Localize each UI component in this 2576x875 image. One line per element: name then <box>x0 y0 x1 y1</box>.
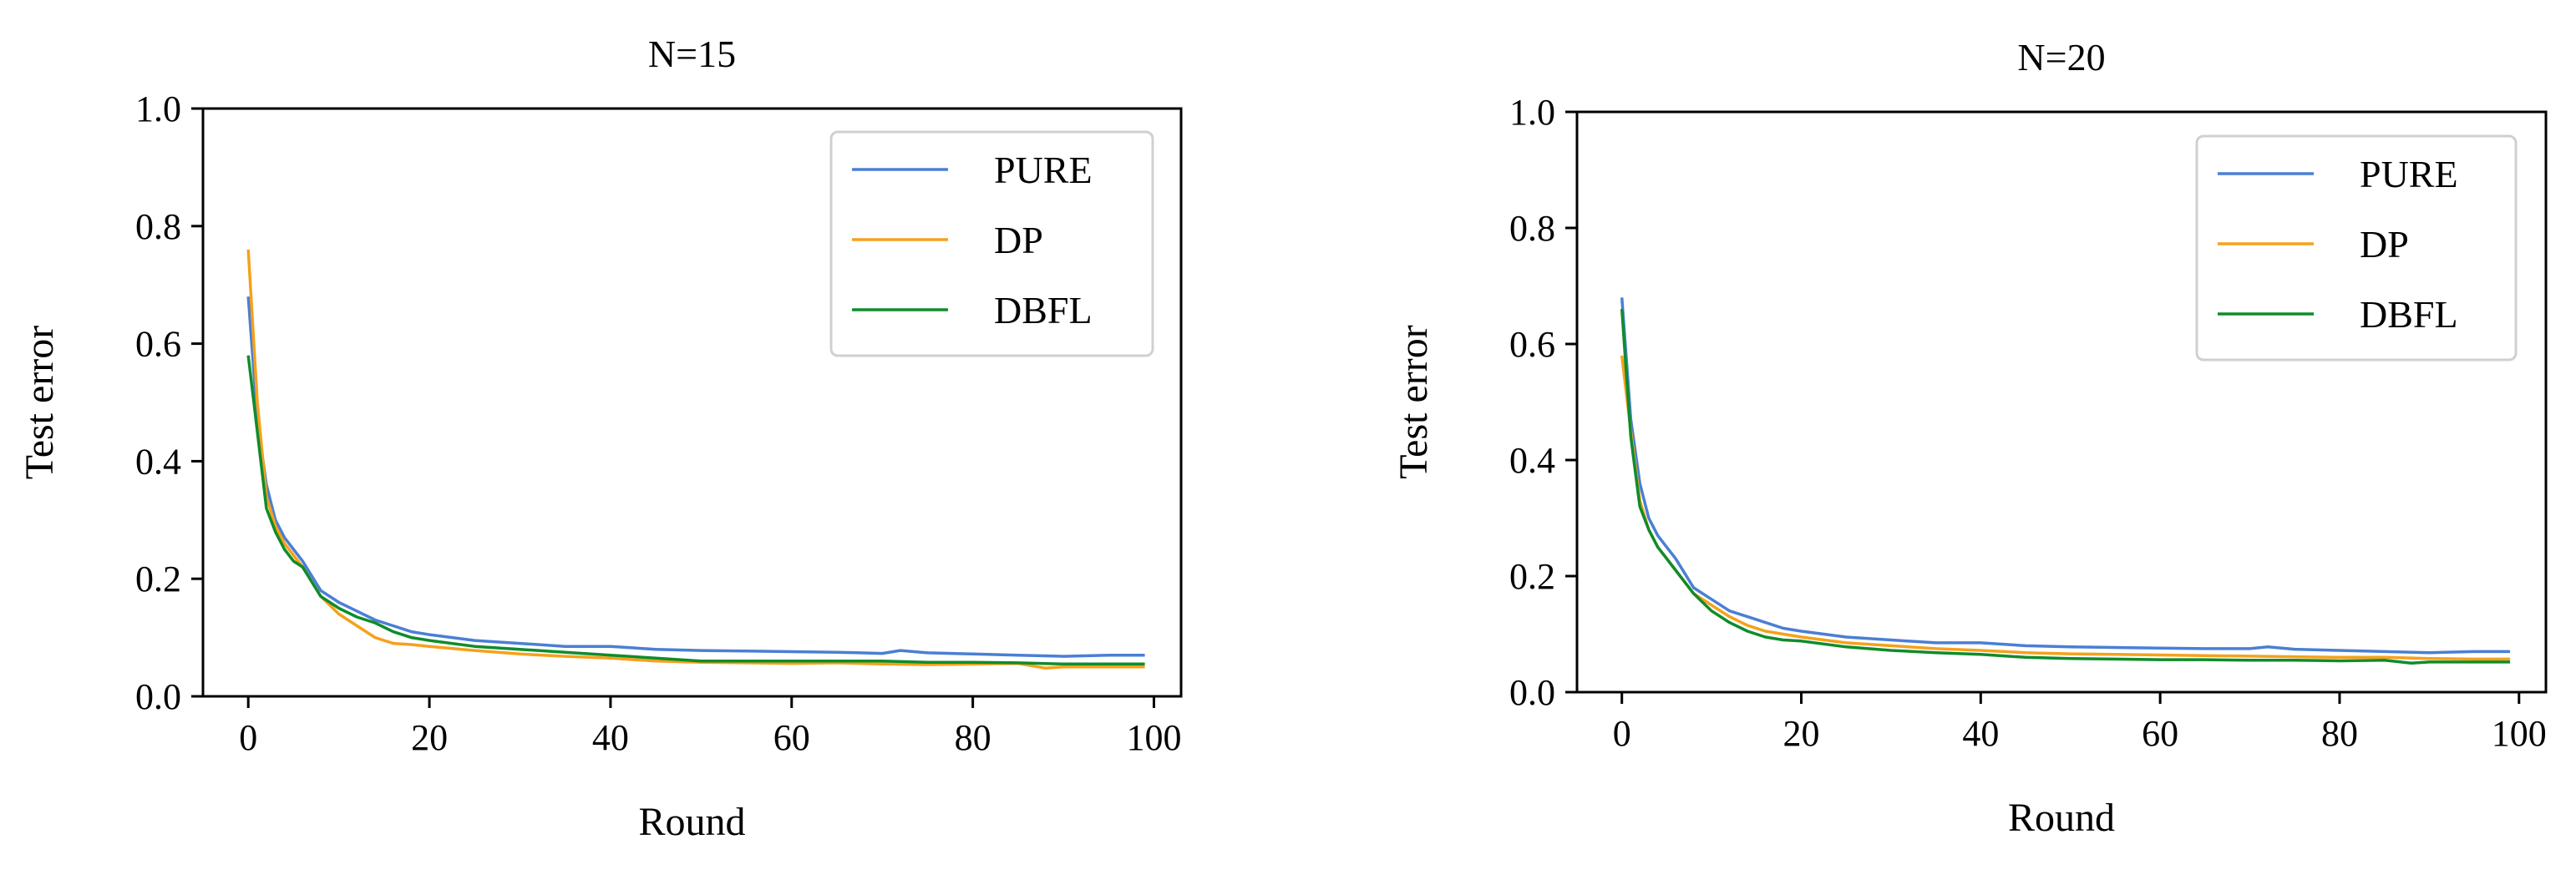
legend-label-pure: PURE <box>2360 153 2458 195</box>
x-tick-label: 40 <box>1962 713 1999 754</box>
y-tick-label: 0.0 <box>1509 672 1555 713</box>
x-tick-label: 0 <box>239 717 257 758</box>
y-tick-label: 0.4 <box>135 441 181 482</box>
x-tick-label: 20 <box>1783 713 1820 754</box>
x-axis-label: Round <box>638 800 745 844</box>
legend-label-dp: DP <box>2360 223 2409 266</box>
x-tick-label: 80 <box>955 717 991 758</box>
series-line-dp <box>1620 355 2510 661</box>
chart-title: N=15 <box>648 33 736 75</box>
chart-panel-n20: N=20 0 20 40 60 80 100 0.0 0.2 0.4 0.6 0.8 1.0 Round T… <box>1392 36 2548 840</box>
y-axis-label: Test error <box>18 326 62 480</box>
plot-frame <box>201 107 1183 698</box>
legend-label-dbfl: DBFL <box>2360 293 2458 336</box>
legend: PURE DP DBFL <box>829 130 1154 357</box>
series-line-pure <box>246 296 1145 658</box>
y-tick-label: 0.2 <box>1509 556 1555 597</box>
series-line-dbfl <box>246 355 1145 666</box>
y-tick-label: 1.0 <box>135 89 181 129</box>
y-tick-label: 1.0 <box>1509 92 1555 133</box>
series-line-pure <box>1620 297 2510 655</box>
y-tick-label: 0.8 <box>1509 208 1555 249</box>
legend-box <box>2195 134 2518 362</box>
x-tick-label: 60 <box>2142 713 2178 754</box>
x-tick-label: 100 <box>2492 713 2547 754</box>
x-tick-label: 100 <box>1126 717 1181 758</box>
chart-panel-n15: N=15 0 20 40 60 80 100 0.0 0.2 0.4 0.6 0.8 1.0 Round T… <box>18 33 1183 844</box>
x-tick-label: 40 <box>592 717 629 758</box>
x-tick-label: 60 <box>773 717 810 758</box>
legend-label-dbfl: DBFL <box>994 289 1093 331</box>
chart-title: N=20 <box>2017 36 2105 78</box>
y-tick-label: 0.0 <box>135 676 181 717</box>
series-line-dbfl <box>1620 309 2510 665</box>
y-axis-label: Test error <box>1392 325 1436 479</box>
x-axis-label: Round <box>2008 796 2115 840</box>
legend: PURE DP DBFL <box>2195 134 2518 362</box>
plot-frame <box>1575 110 2548 694</box>
y-tick-label: 0.8 <box>135 206 181 247</box>
y-tick-label: 0.4 <box>1509 440 1555 481</box>
x-tick-label: 20 <box>411 717 448 758</box>
legend-label-pure: PURE <box>994 149 1093 191</box>
y-tick-label: 0.2 <box>135 559 181 599</box>
x-tick-label: 0 <box>1613 713 1631 754</box>
legend-label-dp: DP <box>994 219 1043 261</box>
y-tick-label: 0.6 <box>135 324 181 365</box>
legend-box <box>829 130 1154 357</box>
x-tick-label: 80 <box>2321 713 2358 754</box>
y-tick-label: 0.6 <box>1509 324 1555 365</box>
series-line-dp <box>246 249 1145 670</box>
